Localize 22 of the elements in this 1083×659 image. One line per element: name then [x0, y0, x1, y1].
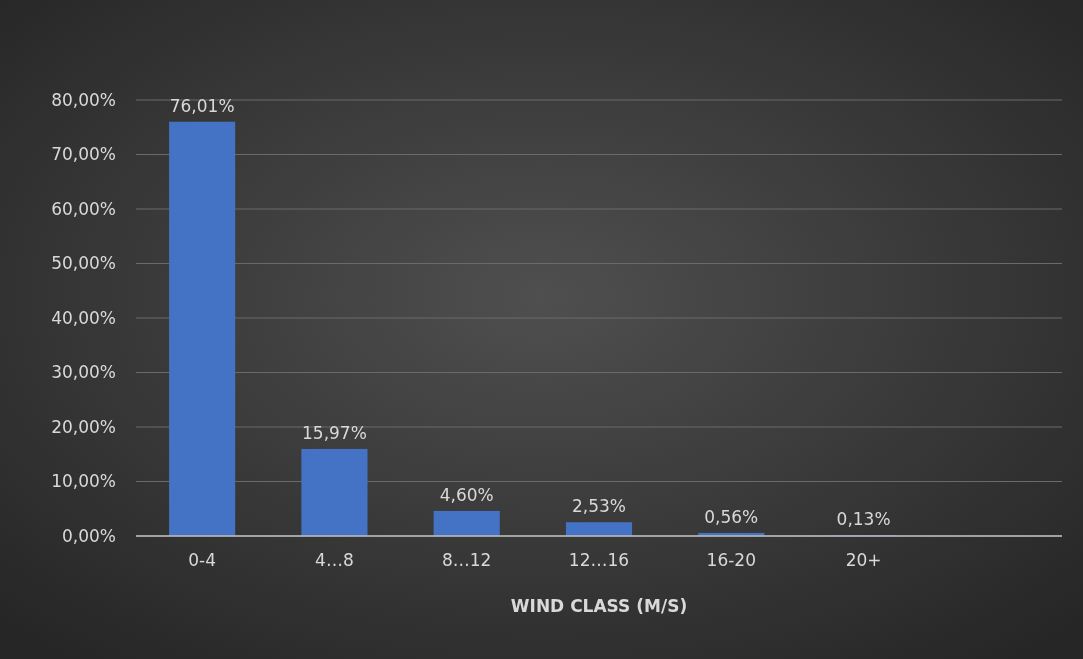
y-tick-label: 70,00% — [51, 144, 116, 165]
data-label: 2,53% — [571, 496, 627, 517]
data-label: 15,97% — [302, 422, 367, 443]
x-axis-title: WIND CLASS (M/S) — [510, 596, 688, 616]
x-tick-label: 12…16 — [568, 550, 630, 570]
x-tick-label: 20+ — [845, 550, 882, 570]
y-tick-label: 80,00% — [51, 89, 116, 110]
data-label: 76,01% — [169, 95, 235, 116]
y-tick-label: 0,00% — [61, 525, 116, 546]
y-tick-label: 20,00% — [51, 416, 116, 437]
y-tick-label: 10,00% — [51, 471, 116, 492]
x-tick-label: 0-4 — [188, 550, 217, 570]
x-tick-label: 16-20 — [706, 550, 756, 570]
y-tick-label: 40,00% — [51, 307, 116, 328]
y-tick-label: 50,00% — [51, 253, 116, 274]
y-tick-label: 60,00% — [51, 198, 116, 219]
x-tick-label: 4…8 — [315, 550, 354, 570]
x-tick-label: 8…12 — [441, 550, 492, 570]
data-label: 4,60% — [439, 484, 494, 505]
data-label: 0,56% — [704, 506, 759, 527]
y-tick-label: 30,00% — [51, 362, 116, 383]
data-label: 0,13% — [836, 509, 891, 530]
